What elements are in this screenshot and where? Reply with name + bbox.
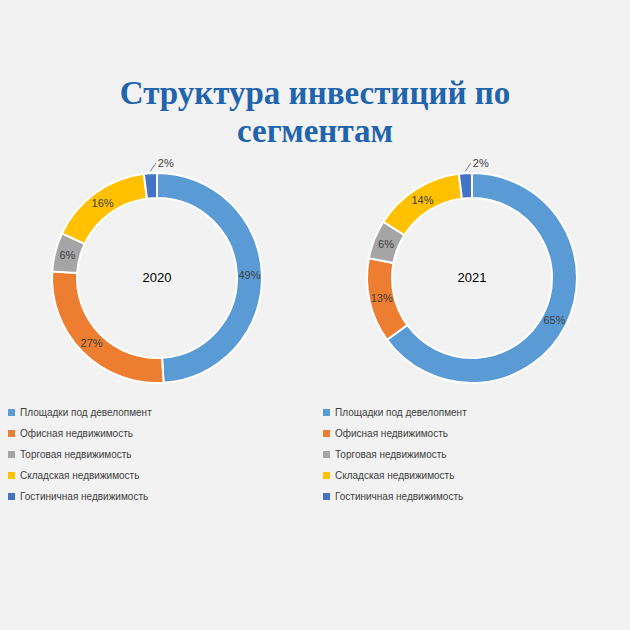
html-text:Площадки под девелопмент: Площадки под девелопмент (20, 407, 152, 418)
svg-text:6%: 6% (378, 238, 394, 250)
html-text:2020: 2020 (142, 270, 172, 285)
html-text:Офисная недвижимость: Офисная недвижимость (335, 428, 448, 439)
html-text:Складская недвижимость: Складская недвижимость (20, 470, 140, 481)
html-text:Структура инвестиций по сегмен: Структура инвестиций по сегментам (119, 75, 511, 149)
svg-text:6%: 6% (59, 249, 75, 261)
html-text:Офисная недвижимость: Офисная недвижимость (20, 428, 133, 439)
svg-text:2%: 2% (473, 157, 489, 169)
svg-text:49%: 49% (238, 269, 260, 281)
html-text:Торговая недвижимость: Торговая недвижимость (335, 449, 447, 460)
html-text:Площадки под девелопмент: Площадки под девелопмент (335, 407, 467, 418)
svg-text:16%: 16% (92, 197, 114, 209)
html-text:Гостиничная недвижимость: Гостиничная недвижимость (335, 491, 464, 502)
html-text:Гостиничная недвижимость: Гостиничная недвижимость (20, 491, 149, 502)
html-text:Торговая недвижимость: Торговая недвижимость (20, 449, 132, 460)
svg-text:27%: 27% (81, 337, 103, 349)
html-text:Складская недвижимость: Складская недвижимость (335, 470, 455, 481)
svg-text:13%: 13% (371, 292, 393, 304)
svg-text:14%: 14% (411, 194, 433, 206)
svg-text:65%: 65% (543, 314, 565, 326)
html-text:2021: 2021 (457, 270, 487, 285)
svg-text:2%: 2% (158, 157, 174, 169)
